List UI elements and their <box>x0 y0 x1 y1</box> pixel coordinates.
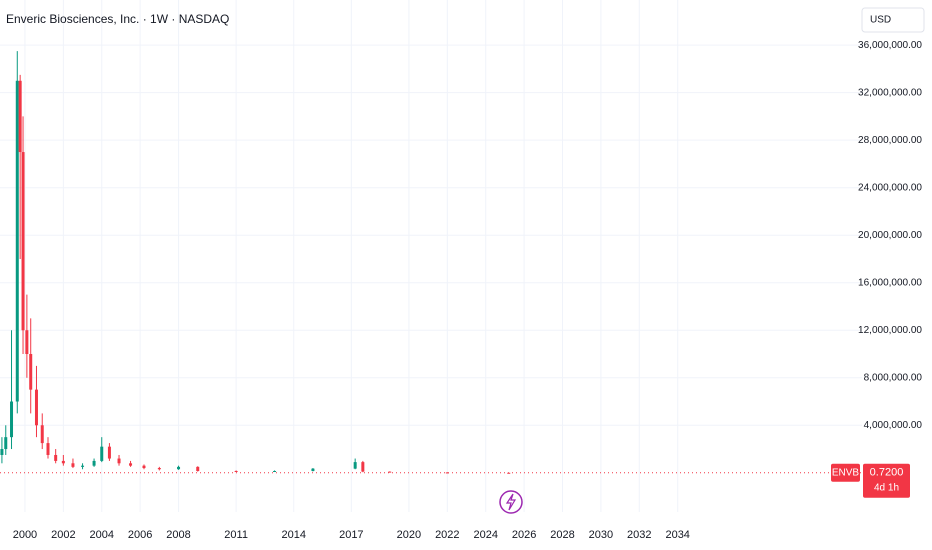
x-tick-label: 2020 <box>397 529 421 541</box>
y-tick-label: 28,000,000.00 <box>858 135 922 146</box>
candle-body <box>273 471 277 473</box>
x-tick-label: 2026 <box>512 529 536 541</box>
x-tick-label: 2000 <box>13 529 37 541</box>
candle-body <box>46 443 50 455</box>
x-tick-label: 2028 <box>550 529 574 541</box>
candle-body <box>0 449 4 455</box>
candle-body <box>10 401 14 438</box>
x-tick-label: 2034 <box>665 529 689 541</box>
candle-body <box>353 462 357 469</box>
y-tick-label: 36,000,000.00 <box>858 40 922 51</box>
candle-body <box>445 472 449 474</box>
candle-body <box>107 446 111 459</box>
candle-body <box>129 463 133 466</box>
x-tick-label: 2014 <box>281 529 305 541</box>
price-tag <box>863 463 910 498</box>
symbol-label: ENVB <box>832 467 860 478</box>
candle-body <box>361 462 365 472</box>
chart-title: Enveric Biosciences, Inc. · 1W · NASDAQ <box>6 12 229 26</box>
x-tick-label: 2022 <box>435 529 459 541</box>
candle-body <box>100 446 104 461</box>
x-tick-label: 2006 <box>128 529 152 541</box>
candle-body <box>34 389 38 426</box>
candle-body <box>177 466 181 470</box>
x-tick-label: 2004 <box>90 529 114 541</box>
y-tick-label: 8,000,000.00 <box>864 372 923 383</box>
candle-body <box>142 465 146 469</box>
x-tick-label: 2030 <box>589 529 613 541</box>
candle-body <box>4 437 8 450</box>
price-label: 0.7200 <box>870 467 904 479</box>
candle-body <box>54 454 58 461</box>
y-tick-label: 4,000,000.00 <box>864 420 923 431</box>
y-tick-label: 20,000,000.00 <box>858 230 922 241</box>
x-tick-label: 2011 <box>224 529 248 541</box>
candle-body <box>61 460 65 464</box>
candle-body <box>92 460 96 466</box>
y-tick-label: 24,000,000.00 <box>858 182 922 193</box>
candle-body <box>196 466 200 472</box>
symbol-tag <box>831 463 860 482</box>
event-icon <box>499 490 523 514</box>
x-tick-label: 2032 <box>627 529 651 541</box>
candle-body <box>25 330 29 355</box>
currency: USD <box>870 15 891 26</box>
x-tick-label: 2017 <box>339 529 363 541</box>
plot: 4,000,000.00 8,000,000.00 12,000,000.00 16,… <box>0 40 922 541</box>
y-tick-label: 32,000,000.00 <box>858 87 922 98</box>
x-tick-label: 2024 <box>473 529 497 541</box>
candle-body <box>71 463 75 467</box>
candle-body <box>15 80 19 402</box>
candle-body <box>18 80 22 153</box>
currency-button[interactable] <box>861 7 925 33</box>
candle-body <box>388 471 392 473</box>
countdown-label: 4d 1h <box>874 482 899 493</box>
y-tick-label: 12,000,000.00 <box>858 325 922 336</box>
candle-body <box>21 152 25 331</box>
candle-body <box>157 468 161 470</box>
candle-body <box>117 458 121 464</box>
candle-body <box>234 471 238 473</box>
candle-body <box>40 425 44 444</box>
candle-body <box>81 465 85 467</box>
candle-body <box>29 354 33 390</box>
y-tick-label: 16,000,000.00 <box>858 277 922 288</box>
x-tick-label: 2002 <box>51 529 75 541</box>
candle-body <box>311 468 315 472</box>
x-tick-label: 2008 <box>166 529 190 541</box>
